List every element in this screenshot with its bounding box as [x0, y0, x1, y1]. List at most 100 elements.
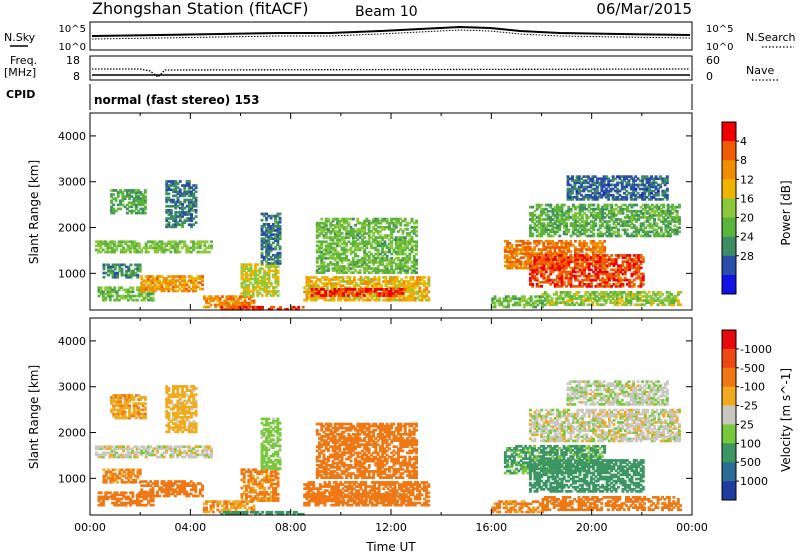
data-cell	[234, 303, 238, 307]
data-cell	[610, 214, 614, 217]
data-cell	[510, 244, 514, 247]
data-cell	[370, 278, 374, 281]
data-cell	[192, 244, 195, 248]
data-cell	[641, 193, 644, 197]
data-cell	[596, 274, 600, 278]
data-cell	[176, 211, 180, 214]
data-cell	[327, 244, 330, 248]
data-cell	[242, 269, 246, 273]
data-cell	[240, 275, 244, 279]
data-cell	[620, 185, 624, 189]
data-cell	[657, 205, 661, 209]
data-cell	[621, 212, 625, 215]
data-cell	[158, 275, 162, 278]
data-cell	[385, 244, 389, 248]
data-cell	[169, 198, 173, 202]
data-cell	[118, 269, 122, 273]
data-cell	[668, 209, 672, 213]
data-cell	[644, 220, 647, 223]
data-cell	[534, 295, 538, 298]
data-cell	[662, 203, 666, 207]
data-cell	[181, 209, 184, 212]
data-cell	[657, 218, 661, 221]
data-cell	[571, 230, 575, 234]
data-cell	[410, 265, 414, 268]
data-cell	[562, 218, 566, 221]
data-cell	[385, 265, 389, 268]
data-cell	[641, 256, 645, 259]
data-cell	[190, 192, 193, 196]
data-cell	[619, 266, 623, 270]
data-cell	[201, 283, 204, 287]
data-cell	[125, 191, 129, 194]
data-cell	[247, 288, 251, 291]
data-cell	[493, 305, 497, 309]
data-cell	[113, 290, 117, 294]
data-cell	[600, 195, 604, 199]
data-cell	[591, 250, 595, 253]
data-cell	[265, 265, 269, 268]
data-cell	[653, 228, 656, 232]
data-cell	[567, 264, 571, 268]
data-cell	[383, 267, 387, 270]
data-cell	[538, 299, 542, 303]
data-cell	[576, 252, 579, 255]
data-cell	[529, 278, 532, 282]
data-cell	[137, 197, 141, 200]
data-cell	[605, 266, 609, 270]
data-cell	[247, 307, 251, 311]
data-cell	[589, 242, 593, 245]
data-cell	[319, 296, 322, 300]
data-cell	[408, 252, 412, 256]
data-cell	[174, 279, 177, 282]
data-cell	[573, 195, 577, 199]
data-cell	[116, 207, 120, 211]
data-cell	[334, 284, 338, 287]
data-cell	[385, 219, 389, 223]
data-cell	[628, 216, 632, 219]
data-cell	[519, 252, 523, 255]
data-cell	[412, 221, 416, 225]
data-cell	[574, 222, 577, 225]
data-cell	[667, 295, 671, 298]
data-cell	[645, 299, 649, 302]
data-region	[165, 180, 198, 229]
data-cell	[598, 181, 602, 185]
data-cell	[605, 278, 609, 282]
data-cell	[613, 293, 617, 296]
data-cell	[324, 292, 328, 295]
data-cell	[527, 301, 531, 305]
data-cell	[274, 245, 277, 249]
data-cell	[232, 303, 236, 307]
data-cell	[192, 281, 195, 285]
data-cell	[551, 234, 555, 238]
data-cell	[540, 232, 544, 236]
data-cell	[402, 290, 406, 294]
data-cell	[616, 187, 620, 191]
data-cell	[183, 206, 187, 210]
data-cell	[529, 280, 532, 284]
data-cell	[242, 281, 246, 285]
data-cell	[666, 216, 670, 219]
data-cell	[542, 254, 546, 257]
data-cell	[334, 288, 338, 292]
data-cell	[178, 188, 182, 192]
data-cell	[262, 223, 266, 226]
data-cell	[263, 281, 266, 285]
data-cell	[562, 280, 566, 284]
data-cell	[185, 192, 189, 196]
data-cell	[352, 292, 356, 296]
data-cell	[631, 293, 635, 296]
data-cell	[377, 296, 381, 300]
data-cell	[408, 221, 412, 225]
data-cell	[269, 214, 273, 218]
data-cell	[328, 280, 331, 283]
data-cell	[381, 225, 385, 229]
data-cell	[612, 222, 616, 225]
data-cell	[399, 248, 403, 252]
data-cell	[265, 231, 268, 234]
data-cell	[120, 263, 124, 267]
data-cell	[185, 211, 189, 214]
data-cell	[183, 283, 186, 287]
data-cell	[529, 212, 532, 215]
